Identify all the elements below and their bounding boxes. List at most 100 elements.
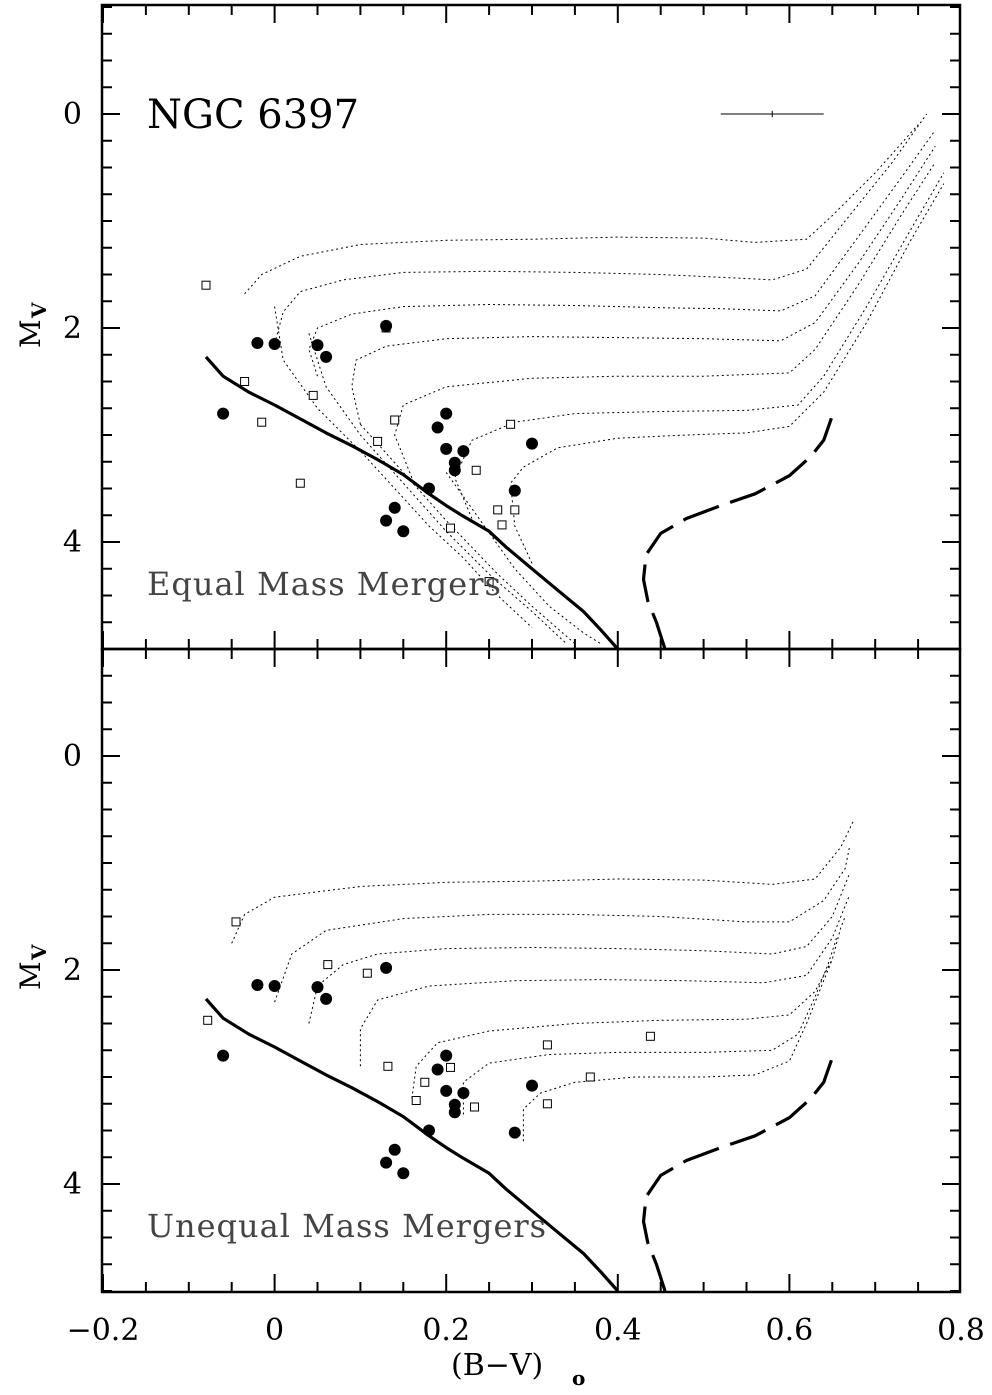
- evolution-track: [231, 819, 855, 944]
- x-tick-label: −0.2: [67, 1313, 140, 1348]
- x-tick-labels: −0.2 0 0.2 0.4 0.6 0.8: [67, 1313, 985, 1348]
- evolution-track: [411, 916, 846, 1099]
- bottom-evolution-tracks: [231, 819, 855, 1142]
- observed-point: [268, 980, 281, 992]
- observed-point: [431, 1063, 444, 1076]
- model-point: [240, 377, 250, 386]
- giant-branch-line: [641, 415, 834, 650]
- bottom-model-points: [203, 917, 655, 1112]
- zams-line: [204, 355, 619, 651]
- model-point: [510, 505, 520, 515]
- x-tick-label: 0.2: [422, 1313, 470, 1348]
- model-point: [542, 1099, 552, 1109]
- observed-point: [440, 442, 453, 455]
- y-axis-label-main: M: [14, 961, 47, 990]
- x-tick-label: 0: [265, 1313, 284, 1348]
- observed-point: [388, 501, 401, 514]
- observed-point: [423, 482, 435, 495]
- model-point: [323, 960, 333, 970]
- model-point: [506, 419, 516, 429]
- observed-point: [440, 407, 453, 420]
- y-tick-label: 0: [63, 97, 82, 132]
- top-observed-points: [217, 319, 538, 538]
- y-tick-label: 2: [63, 953, 82, 988]
- evolution-track: [359, 894, 850, 1067]
- model-point: [542, 1040, 552, 1050]
- observed-point: [526, 437, 538, 450]
- observed-point: [508, 484, 521, 497]
- x-tick-label: 0.8: [937, 1313, 985, 1348]
- observed-point: [380, 514, 393, 527]
- model-point: [383, 1061, 393, 1071]
- evolution-track: [274, 113, 928, 345]
- observed-point: [217, 1049, 230, 1062]
- x-tick-label: 0.4: [594, 1313, 642, 1348]
- model-point: [362, 968, 372, 978]
- bottom-y-tick-labels: 0 2 4: [63, 739, 82, 1202]
- top-axis-ticks: [102, 5, 960, 649]
- top-panel: NGC 6397 Equal Mass Mergers 0 2 4 M V: [14, 3, 962, 651]
- model-point: [373, 436, 383, 446]
- evolution-track: [522, 959, 833, 1142]
- zams-line: [204, 997, 619, 1293]
- cluster-label: NGC 6397: [147, 92, 359, 138]
- observed-point: [268, 338, 281, 350]
- observed-point: [380, 1156, 393, 1169]
- model-point: [411, 1096, 421, 1105]
- observed-point: [251, 337, 264, 349]
- x-axis-label-main: (B−V): [451, 1348, 543, 1383]
- top-panel-annotation: Equal Mass Mergers: [147, 565, 502, 603]
- evolution-track: [445, 472, 601, 645]
- evolution-track: [462, 937, 838, 1115]
- y-tick-label: 4: [63, 1167, 82, 1202]
- model-point: [446, 523, 455, 533]
- evolution-track: [360, 423, 576, 644]
- observed-point: [423, 1124, 435, 1137]
- evolution-track: [454, 172, 945, 519]
- x-axis-label: (B−V) o: [451, 1348, 585, 1390]
- model-point: [585, 1072, 595, 1082]
- bottom-panel: Unequal Mass Mergers 0 2 4 M V: [14, 647, 962, 1294]
- error-bar: [720, 110, 824, 118]
- observed-point: [320, 350, 333, 363]
- model-point: [231, 917, 241, 927]
- observed-point: [397, 525, 410, 538]
- observed-point: [217, 407, 230, 420]
- x-axis-label-sub: o: [572, 1366, 585, 1390]
- model-point: [390, 415, 400, 425]
- model-point: [645, 1031, 655, 1041]
- bottom-axis-ticks: [102, 649, 960, 1292]
- model-point: [308, 390, 318, 400]
- observed-point: [457, 445, 470, 458]
- top-model-points: [201, 280, 520, 587]
- y-axis-label-main: M: [14, 319, 47, 348]
- observed-point: [311, 981, 324, 994]
- observed-point: [380, 961, 393, 974]
- bottom-y-axis-label: M V: [14, 944, 51, 990]
- evolution-track: [244, 124, 919, 295]
- model-point: [203, 1015, 213, 1025]
- model-point: [484, 577, 494, 587]
- evolution-track: [308, 129, 936, 377]
- observed-point: [440, 1049, 453, 1062]
- bottom-observed-points: [217, 961, 538, 1180]
- model-point: [201, 280, 211, 290]
- y-axis-label-sub: V: [27, 302, 51, 319]
- observed-point: [448, 1106, 461, 1119]
- top-sequence-curves: [204, 355, 834, 651]
- top-y-tick-labels: 0 2 4: [63, 97, 82, 560]
- observed-point: [251, 979, 264, 991]
- observed-point: [380, 319, 393, 332]
- bottom-sequence-curves: [204, 997, 834, 1293]
- observed-point: [457, 1087, 470, 1099]
- observed-point: [508, 1126, 521, 1139]
- model-point: [420, 1077, 430, 1087]
- model-point: [470, 1102, 479, 1112]
- observed-point: [431, 421, 444, 434]
- giant-branch-line: [641, 1057, 834, 1292]
- observed-point: [526, 1079, 538, 1092]
- bottom-panel-annotation: Unequal Mass Mergers: [147, 1207, 547, 1245]
- model-point: [446, 1062, 455, 1072]
- model-point: [497, 520, 507, 530]
